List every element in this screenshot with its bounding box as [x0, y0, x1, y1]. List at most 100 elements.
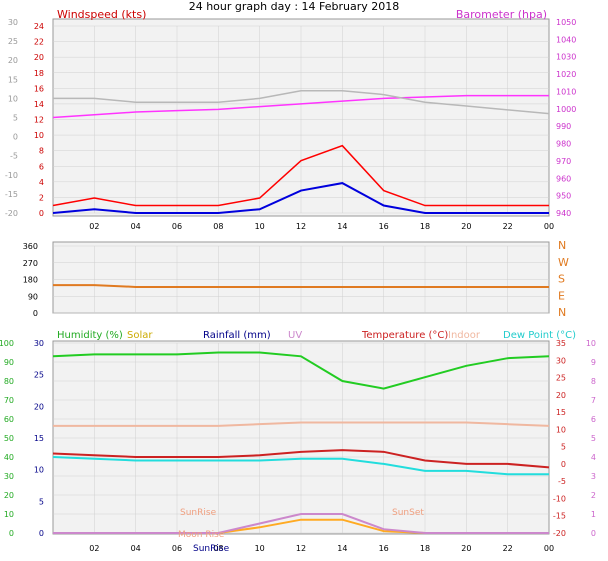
dir-compass-label: N	[558, 239, 566, 252]
wind-tick-label: 4	[39, 178, 44, 187]
dew-point-label: Dew Point (°C)	[503, 330, 576, 341]
baro-tick-label: 1050	[556, 18, 576, 27]
x-tick-label: 08	[213, 544, 223, 553]
baro-tick-label: 950	[556, 192, 571, 201]
wind-tick-label: 2	[39, 193, 44, 202]
dir-compass-label: N	[558, 306, 566, 319]
x-tick-label: 00	[544, 544, 554, 553]
series-wind-direction	[53, 284, 549, 288]
uv-tick-label: 4	[591, 453, 596, 462]
rain-tick-label: 25	[34, 371, 44, 380]
x-tick-label: 12	[296, 544, 306, 553]
rain-tick-label: 15	[34, 434, 44, 443]
wind-tick-label: 8	[39, 147, 44, 156]
rain-tick-label: 5	[39, 497, 44, 506]
x-tick-label: 14	[337, 222, 347, 231]
dir-tick-label: 90	[28, 292, 38, 301]
temp-tick-label: -20	[5, 209, 18, 218]
uv-tick-label: 2	[591, 491, 596, 500]
humidity-tick-label: 80	[4, 377, 14, 386]
x-tick-label: 14	[337, 544, 347, 553]
baro-tick-label: 1010	[556, 87, 576, 96]
x-tick-label: 04	[131, 544, 141, 553]
temp-tick-label: 15	[556, 408, 566, 417]
uv-label: UV	[288, 330, 302, 341]
baro-tick-label: 1020	[556, 70, 576, 79]
x-tick-label: 20	[461, 544, 471, 553]
temp-tick-label: 15	[8, 75, 18, 84]
uv-tick-label: 3	[591, 472, 596, 481]
baro-tick-label: 970	[556, 157, 571, 166]
wind-tick-label: 10	[34, 131, 44, 140]
x-tick-label: 18	[420, 222, 430, 231]
sunset-annotation: SunSet	[392, 508, 424, 518]
x-tick-label: 22	[503, 222, 513, 231]
temp-tick-label: 35	[556, 339, 566, 348]
x-tick-label: 12	[296, 222, 306, 231]
humidity-label: Humidity (%)	[57, 330, 123, 341]
series-temperature	[53, 90, 550, 115]
wind-tick-label: 18	[34, 69, 44, 78]
rain-tick-label: 10	[34, 466, 44, 475]
uv-tick-label: 5	[591, 434, 596, 443]
x-tick-label: 16	[379, 544, 389, 553]
graph-title: 24 hour graph day : 14 February 2018	[189, 0, 400, 13]
uv-tick-label: 7	[591, 396, 596, 405]
sunrise-annotation: SunRise	[180, 508, 217, 518]
temp-tick-label: -10	[5, 171, 18, 180]
uv-tick-label: 6	[591, 415, 596, 424]
rain-tick-label: 30	[34, 339, 44, 348]
x-tick-label: 02	[89, 222, 99, 231]
x-tick-label: 22	[503, 544, 513, 553]
temp-tick-label: -5	[558, 477, 566, 486]
baro-tick-label: 940	[556, 209, 571, 218]
x-tick-label: 04	[131, 222, 141, 231]
uv-tick-label: 10	[586, 339, 596, 348]
baro-tick-label: 1040	[556, 35, 576, 44]
temp-tick-label: 20	[8, 56, 18, 65]
wind-tick-label: 16	[34, 84, 44, 93]
humidity-tick-label: 30	[4, 472, 14, 481]
moonrise-annotation: Moon Rise	[178, 530, 225, 540]
dir-compass-label: W	[558, 256, 569, 269]
x-tick-label: 02	[89, 544, 99, 553]
x-tick-label: 00	[544, 222, 554, 231]
series-humidity	[52, 351, 550, 390]
temp-tick-label: 30	[556, 356, 566, 365]
temp-tick-label: 20	[556, 391, 566, 400]
uv-tick-label: 0	[591, 529, 596, 538]
x-tick-label: 20	[461, 222, 471, 231]
sunrise-x-label: SunRise	[193, 544, 230, 554]
temp-tick-label: -15	[5, 190, 18, 199]
x-tick-label: 18	[420, 544, 430, 553]
x-tick-label: 06	[172, 222, 182, 231]
rain-tick-label: 0	[39, 529, 44, 538]
series-barometer	[52, 94, 549, 119]
temperature-label: Temperature (°C)	[361, 330, 448, 341]
x-tick-label: 16	[379, 222, 389, 231]
uv-tick-label: 1	[591, 510, 596, 519]
uv-tick-label: 8	[591, 377, 596, 386]
baro-tick-label: 1030	[556, 53, 576, 62]
wind-tick-label: 0	[39, 209, 44, 218]
wind-tick-label: 14	[34, 100, 44, 109]
wind-tick-label: 20	[34, 53, 44, 62]
temp-tick-label: 5	[561, 443, 566, 452]
humidity-tick-label: 0	[9, 529, 14, 538]
humidity-tick-label: 90	[4, 358, 14, 367]
wind-tick-label: 24	[34, 22, 44, 31]
windspeed-label: Windspeed (kts)	[57, 8, 146, 21]
temp-tick-label: -5	[10, 152, 18, 161]
wind-tick-label: 12	[34, 116, 44, 125]
temp-tick-label: 30	[8, 18, 18, 27]
x-tick-label: 10	[255, 544, 265, 553]
temp-tick-label: 5	[13, 114, 18, 123]
temp-tick-label: -10	[553, 494, 566, 503]
rain-tick-label: 20	[34, 402, 44, 411]
humidity-tick-label: 20	[4, 491, 14, 500]
dir-tick-label: 0	[33, 309, 38, 318]
humidity-tick-label: 10	[4, 510, 14, 519]
dir-compass-label: S	[558, 273, 565, 286]
humidity-tick-label: 100	[0, 339, 14, 348]
